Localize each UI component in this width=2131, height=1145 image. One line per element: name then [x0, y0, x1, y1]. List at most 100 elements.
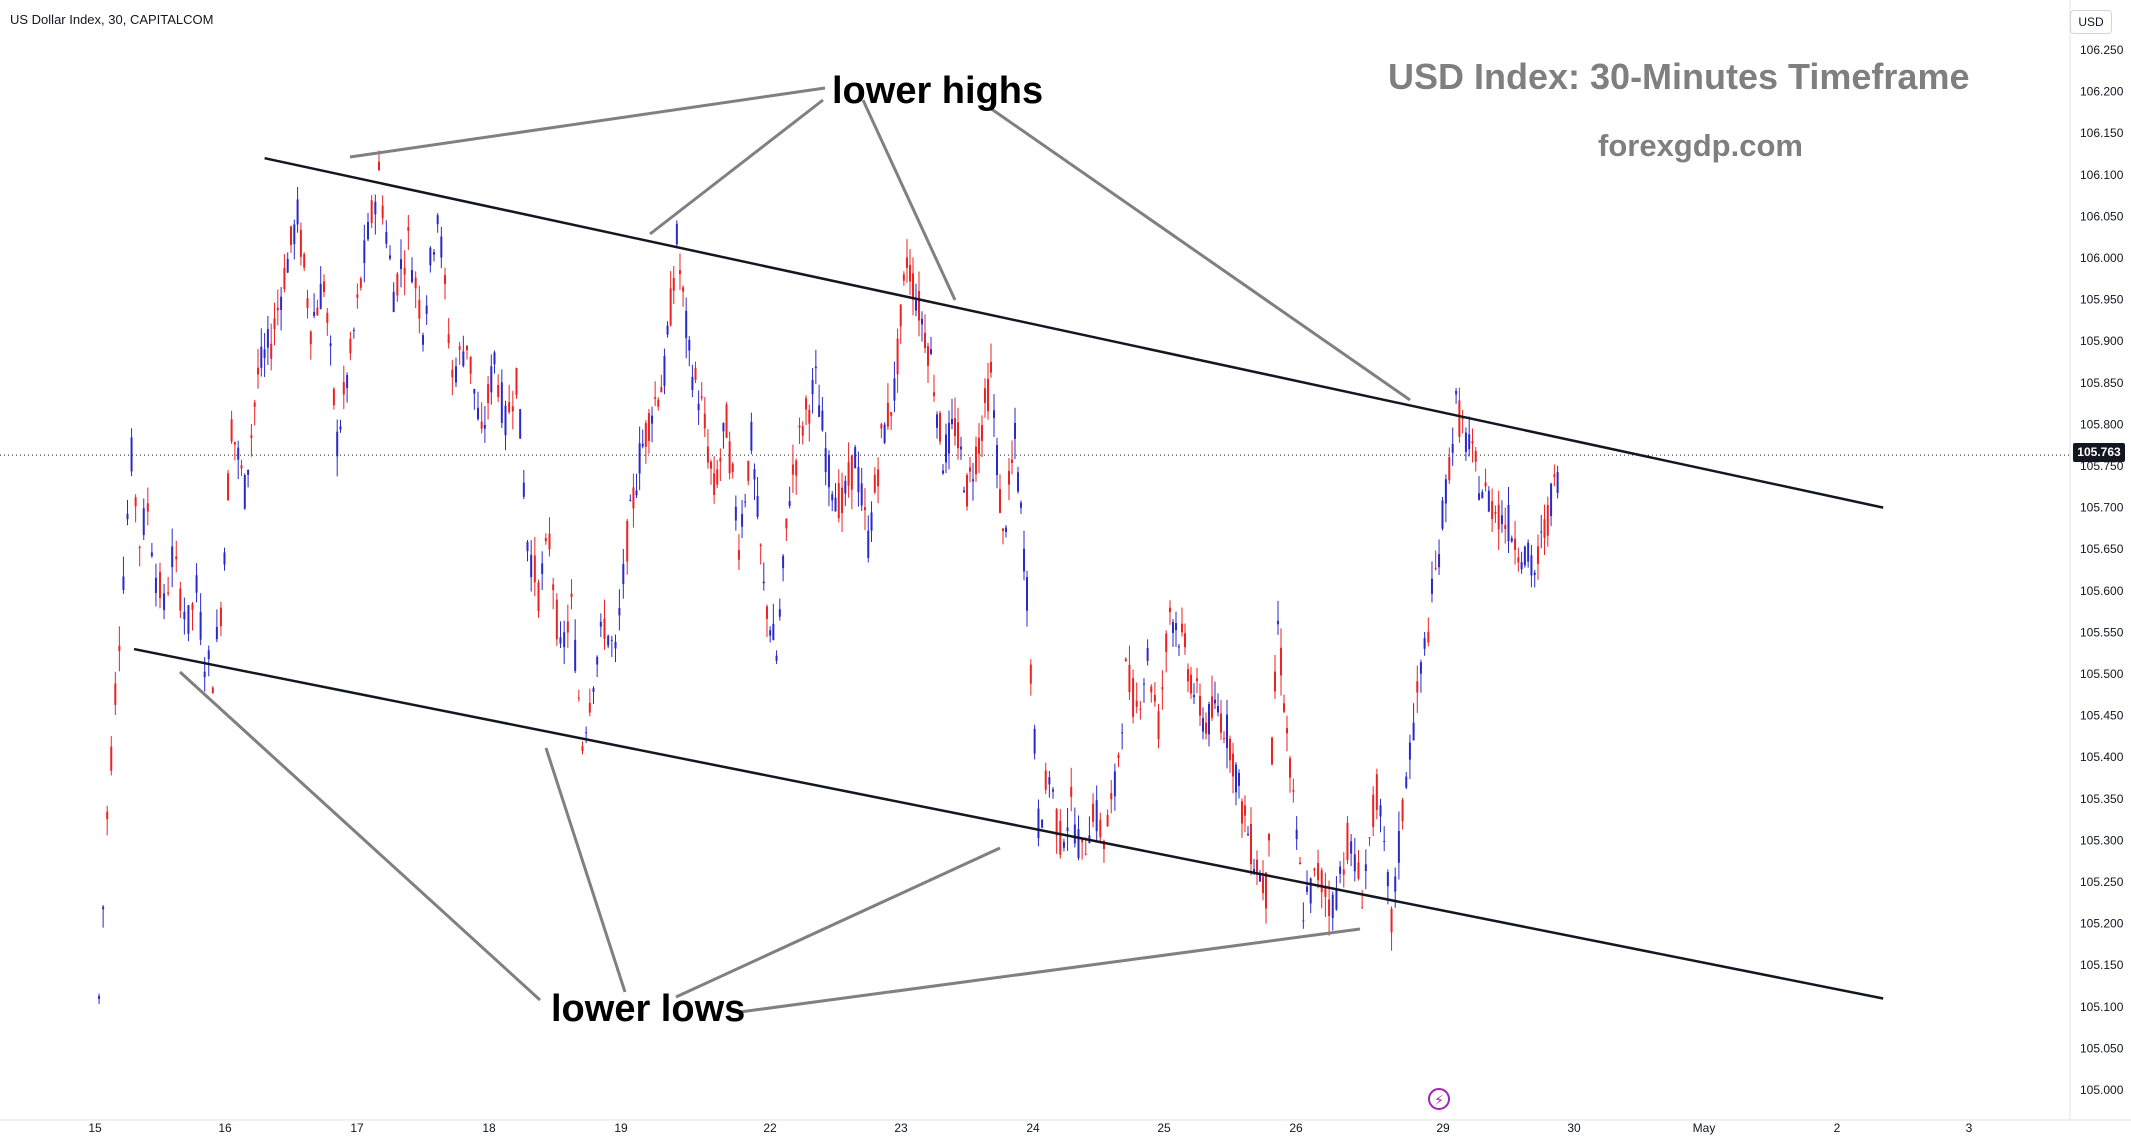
- candle-body-down: [719, 458, 722, 462]
- candle-body-up: [756, 495, 759, 517]
- candle-body-down: [1190, 674, 1192, 694]
- candle-body-up: [422, 335, 424, 345]
- candle-body-up: [1295, 829, 1298, 840]
- candle-body-down: [306, 298, 309, 308]
- candle-body-down: [1320, 870, 1323, 893]
- lower-highs-connector: [349, 86, 826, 159]
- candle-body-down: [555, 599, 558, 640]
- candle-body-down: [1448, 457, 1451, 481]
- chart-subtitle-annotation: forexgdp.com: [1598, 128, 1803, 163]
- candle-body-down: [999, 489, 1001, 513]
- candle-body-up: [1052, 789, 1055, 792]
- candle-body-up: [1530, 555, 1533, 576]
- candle-body-down: [1002, 528, 1004, 532]
- candle-body-down: [283, 268, 286, 290]
- currency-button[interactable]: USD: [2070, 10, 2112, 34]
- candle-body-down: [451, 369, 454, 378]
- candle-body-up: [1073, 824, 1076, 844]
- y-tick-label: 105.000: [2080, 1083, 2124, 1097]
- y-tick-label: 105.850: [2080, 376, 2124, 390]
- y-tick-label: 105.600: [2080, 584, 2124, 598]
- candle-body-up: [762, 581, 765, 584]
- candle-body-down: [1011, 459, 1013, 463]
- trendline-lower[interactable]: [133, 647, 1884, 1000]
- candle-body-up: [1066, 827, 1069, 832]
- candle-body-up: [811, 379, 814, 395]
- candle-body-up: [504, 405, 507, 436]
- lightning-icon[interactable]: ⚡: [1428, 1088, 1450, 1110]
- candle-body-down: [533, 555, 536, 583]
- candle-body-down: [146, 503, 149, 512]
- candle-body-up: [1339, 866, 1342, 874]
- candle-body-down: [1169, 607, 1171, 613]
- candle-body-down: [497, 385, 500, 398]
- candle-body-up: [697, 403, 700, 411]
- candle-body-down: [1458, 400, 1461, 437]
- candle-body-up: [440, 236, 443, 258]
- lower-lows-connector: [178, 670, 542, 1002]
- candle-body-down: [1132, 678, 1135, 717]
- candle-body-down: [1471, 441, 1474, 444]
- candle-body-up: [296, 199, 299, 225]
- trendline-upper[interactable]: [264, 156, 1884, 509]
- candle-body-down: [458, 346, 461, 350]
- candle-body-down: [791, 464, 794, 475]
- candle-body-down: [1461, 417, 1464, 420]
- candle-body-down: [1280, 647, 1282, 676]
- candle-body-down: [342, 381, 345, 395]
- candle-body-up: [722, 423, 725, 432]
- candle-body-up: [996, 445, 998, 475]
- candle-body-up: [921, 318, 923, 325]
- candle-body-down: [414, 277, 417, 289]
- candle-body-down: [1317, 863, 1320, 881]
- candle-body-down: [1427, 631, 1430, 643]
- candle-body-up: [666, 325, 669, 335]
- candle-body-up: [183, 611, 186, 620]
- candle-body-up: [385, 232, 388, 244]
- candle-body-up: [207, 650, 210, 660]
- candle-body-down: [257, 367, 259, 375]
- candle-body-down: [626, 520, 629, 562]
- candle-body-up: [750, 421, 753, 451]
- candle-body-down: [1514, 538, 1517, 550]
- candle-body-up: [237, 447, 240, 460]
- candle-body-down: [1199, 695, 1201, 716]
- candle-body-up: [618, 608, 621, 616]
- candle-body-down: [1292, 790, 1295, 792]
- candle-body-down: [1375, 774, 1378, 811]
- symbol-header[interactable]: US Dollar Index, 30, CAPITALCOM: [10, 12, 214, 27]
- candle-body-down: [1153, 694, 1156, 702]
- candle-body-up: [266, 329, 269, 348]
- y-tick-label: 105.750: [2080, 459, 2124, 473]
- candle-body-down: [795, 460, 798, 476]
- candle-body-up: [1014, 423, 1016, 439]
- candle-body-up: [363, 240, 366, 264]
- candle-body-up: [1142, 683, 1145, 685]
- candle-body-up: [635, 490, 638, 496]
- candle-body-up: [867, 530, 870, 558]
- candle-body-up: [500, 382, 503, 423]
- candle-body-down: [877, 469, 880, 487]
- candle-body-down: [175, 556, 178, 560]
- candle-body-down: [138, 547, 141, 549]
- candle-body-up: [187, 605, 190, 634]
- candle-body-up: [336, 431, 339, 457]
- candle-body-up: [293, 224, 296, 245]
- candle-body-up: [915, 300, 917, 311]
- candle-body-down: [918, 290, 920, 321]
- candle-body-down: [1161, 687, 1164, 690]
- candle-body-up: [530, 554, 533, 578]
- lower-highs-connector: [649, 98, 824, 236]
- candle-body-down: [939, 413, 941, 442]
- candle-body-down: [570, 593, 573, 598]
- candle-body-up: [1235, 764, 1237, 793]
- candle-body-up: [1423, 638, 1426, 649]
- candle-body-down: [403, 267, 406, 275]
- candle-body-down: [1135, 700, 1138, 707]
- candle-body-down: [731, 463, 734, 472]
- candle-body-down: [230, 419, 233, 442]
- candle-body-up: [1527, 542, 1530, 562]
- candle-body-up: [473, 389, 476, 394]
- candle-body-up: [831, 494, 834, 501]
